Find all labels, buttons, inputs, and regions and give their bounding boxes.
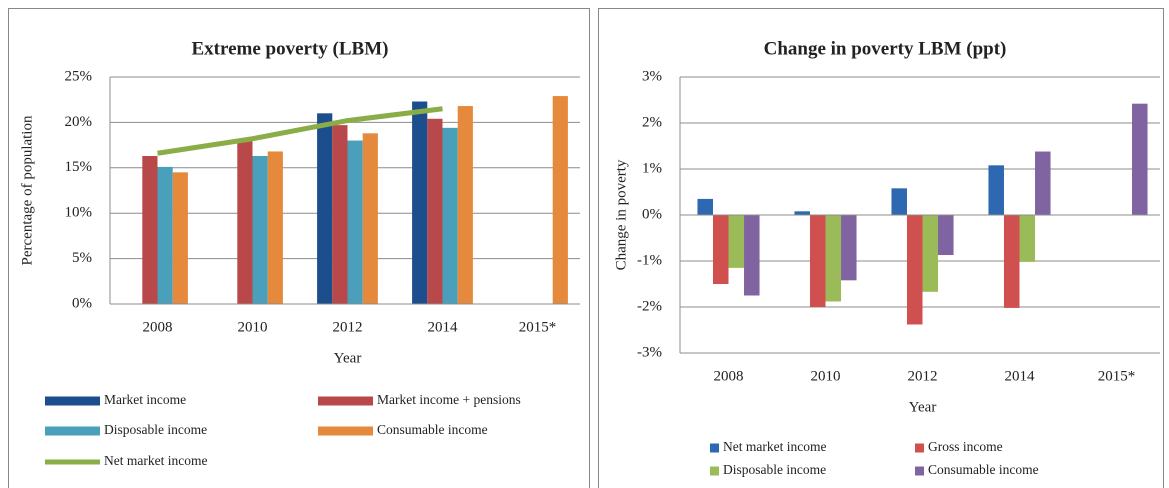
legend-swatch — [45, 426, 100, 436]
y-axis-label: Percentage of population — [19, 115, 35, 265]
y-tick-label: 5% — [72, 250, 92, 266]
x-tick-label: 2012 — [908, 368, 938, 384]
bar — [891, 188, 907, 215]
bar — [157, 166, 173, 304]
bar — [142, 155, 158, 304]
bar — [412, 101, 428, 305]
legend-label: Disposable income — [723, 462, 826, 477]
legend-label: Disposable income — [104, 422, 207, 437]
x-tick-label: 2015* — [519, 319, 557, 335]
y-tick-label: 15% — [65, 159, 93, 175]
bar — [252, 155, 268, 304]
bar — [1035, 151, 1051, 215]
chart-frame — [598, 8, 1164, 488]
bar — [267, 151, 283, 304]
bar — [938, 215, 954, 256]
bar — [988, 165, 1004, 215]
y-tick-label: -1% — [637, 252, 662, 268]
line — [157, 106, 443, 156]
legend-label: Market income + pensions — [377, 392, 521, 407]
y-tick-label: 1% — [642, 160, 662, 176]
bar — [697, 198, 713, 215]
y-axis-label: Change in poverty — [613, 159, 629, 270]
legend-label: Consumable income — [928, 462, 1039, 477]
bar — [825, 215, 842, 302]
y-tick-label: 3% — [642, 68, 662, 84]
x-tick-label: 2014 — [1005, 368, 1036, 384]
chart-title: Extreme poverty (LBM) — [192, 38, 389, 59]
bar — [442, 127, 458, 305]
legend-swatch — [915, 443, 924, 453]
bar — [172, 172, 188, 304]
bar — [427, 118, 443, 304]
bar — [906, 215, 923, 325]
x-tick-label: 2015* — [1098, 368, 1136, 384]
y-tick-label: -3% — [637, 344, 662, 360]
x-tick-label: 2008 — [143, 319, 173, 335]
bar — [347, 140, 363, 304]
bar — [712, 215, 729, 284]
y-tick-label: 10% — [65, 205, 93, 221]
y-tick-label: 20% — [65, 114, 93, 130]
legend-label: Net market income — [104, 453, 207, 468]
y-tick-label: -2% — [637, 298, 662, 314]
bar — [317, 113, 333, 304]
x-tick-label: 2008 — [714, 368, 744, 384]
legend-label: Net market income — [723, 439, 826, 454]
x-tick-label: 2012 — [333, 319, 363, 335]
bar — [1132, 103, 1148, 215]
y-tick-label: 0% — [72, 295, 92, 311]
bar — [362, 133, 378, 304]
legend-swatch — [318, 426, 373, 436]
bar — [552, 96, 568, 305]
x-axis-label: Year — [334, 350, 362, 366]
y-tick-label: 0% — [642, 206, 662, 222]
bar — [728, 215, 745, 268]
legend-label: Gross income — [928, 439, 1003, 454]
bar — [1019, 215, 1036, 262]
legend-label: Market income — [104, 392, 186, 407]
x-tick-label: 2010 — [811, 368, 841, 384]
legend-swatch — [915, 466, 924, 476]
bar — [744, 215, 760, 296]
legend-swatch — [45, 396, 100, 406]
bar — [841, 215, 857, 281]
x-axis-label: Year — [909, 399, 937, 415]
y-tick-label: 2% — [642, 114, 662, 130]
bar — [809, 215, 826, 307]
chart-frame — [8, 8, 590, 488]
bar — [457, 106, 473, 304]
y-tick-label: 25% — [65, 68, 93, 84]
legend-label: Consumable income — [377, 422, 488, 437]
bar — [794, 211, 810, 215]
x-tick-label: 2010 — [238, 319, 268, 335]
legend-swatch — [318, 396, 373, 406]
bar — [1003, 215, 1020, 308]
bar — [922, 215, 939, 292]
bar — [332, 125, 348, 305]
chart-title: Change in poverty LBM (ppt) — [764, 38, 1007, 59]
legend-swatch — [710, 443, 719, 453]
x-tick-label: 2014 — [428, 319, 459, 335]
legend-swatch — [710, 466, 719, 476]
bar — [237, 139, 253, 304]
